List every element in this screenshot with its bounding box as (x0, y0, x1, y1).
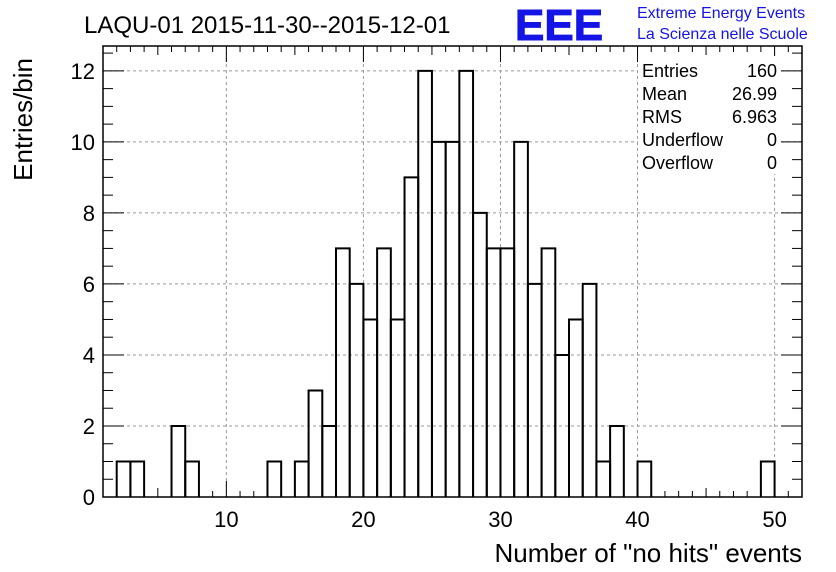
histogram-bar (759, 460, 776, 497)
y-tick-label: 2 (83, 414, 95, 439)
y-tick-label: 6 (83, 272, 95, 297)
histogram-bar (526, 282, 543, 497)
eee-logo: EEE Extreme Energy Events La Scienza nel… (515, 1, 808, 51)
y-axis-label: Entries/bin (8, 58, 38, 181)
histogram-bar (321, 424, 337, 497)
x-tick-label: 10 (214, 507, 238, 532)
stat-label: Entries (642, 61, 698, 81)
stat-label: Underflow (642, 130, 724, 150)
plot-frame (102, 45, 803, 498)
stat-label: RMS (642, 107, 682, 127)
histogram-bar (609, 424, 625, 497)
stat-value: 6.963 (732, 107, 777, 127)
plot-border (102, 45, 803, 498)
y-tick-label: 0 (83, 485, 95, 510)
histogram-bar (362, 318, 379, 497)
y-tick-labels: 0 2 4 6 8 10 12 (71, 59, 95, 510)
y-tick-label: 10 (71, 130, 95, 155)
stat-value: 160 (747, 61, 777, 81)
stat-value: 26.99 (732, 84, 777, 104)
x-tick-label: 30 (488, 507, 512, 532)
axis-ticks (102, 46, 803, 498)
logo-line-2: La Scienza nelle Scuole (637, 26, 808, 43)
histogram-bar (129, 460, 146, 497)
histogram-bar (348, 282, 365, 497)
histogram-bar (513, 140, 529, 497)
histogram-bar (293, 460, 310, 497)
logo-line-1: Extreme Energy Events (637, 5, 805, 22)
histogram-bar (170, 424, 187, 497)
histogram-bar (115, 460, 132, 497)
histogram-bar (568, 318, 584, 497)
histogram-bar (581, 282, 598, 497)
chart-title: LAQU-01 2015-11-30--2015-12-01 (84, 12, 450, 39)
y-tick-label: 12 (71, 59, 95, 84)
x-tick-label: 40 (625, 507, 649, 532)
x-axis-label: Number of "no hits" events (495, 538, 803, 568)
histogram-bar (444, 140, 461, 497)
histogram-bar (376, 247, 392, 497)
histogram-bar (595, 460, 612, 497)
histogram-bar (636, 460, 653, 497)
histogram-bars (115, 69, 776, 497)
histogram-bar (540, 247, 557, 497)
stat-value: 0 (767, 130, 777, 150)
x-tick-label: 20 (351, 507, 375, 532)
stat-label: Overflow (642, 153, 714, 173)
histogram-bar (389, 318, 406, 497)
histogram-bar (307, 389, 324, 497)
histogram-bar (266, 460, 283, 497)
stats-box: Entries 160 Mean 26.99 RMS 6.963 Underflow 0 Ove… (638, 56, 780, 174)
histogram-bar (335, 247, 351, 497)
eee-logo-mark: EEE (515, 1, 603, 50)
histogram-bar (184, 460, 200, 497)
histogram-bar (403, 176, 420, 497)
y-tick-label: 4 (83, 343, 95, 368)
x-tick-label: 50 (762, 507, 786, 532)
stat-value: 0 (767, 153, 777, 173)
y-tick-label: 8 (83, 201, 95, 226)
histogram-bar (485, 247, 502, 497)
stats-box-background (638, 56, 780, 174)
histogram-bar (430, 140, 447, 497)
histogram-bar (499, 247, 516, 497)
stat-label: Mean (642, 84, 687, 104)
x-tick-labels: 10 20 30 40 50 (214, 507, 787, 532)
